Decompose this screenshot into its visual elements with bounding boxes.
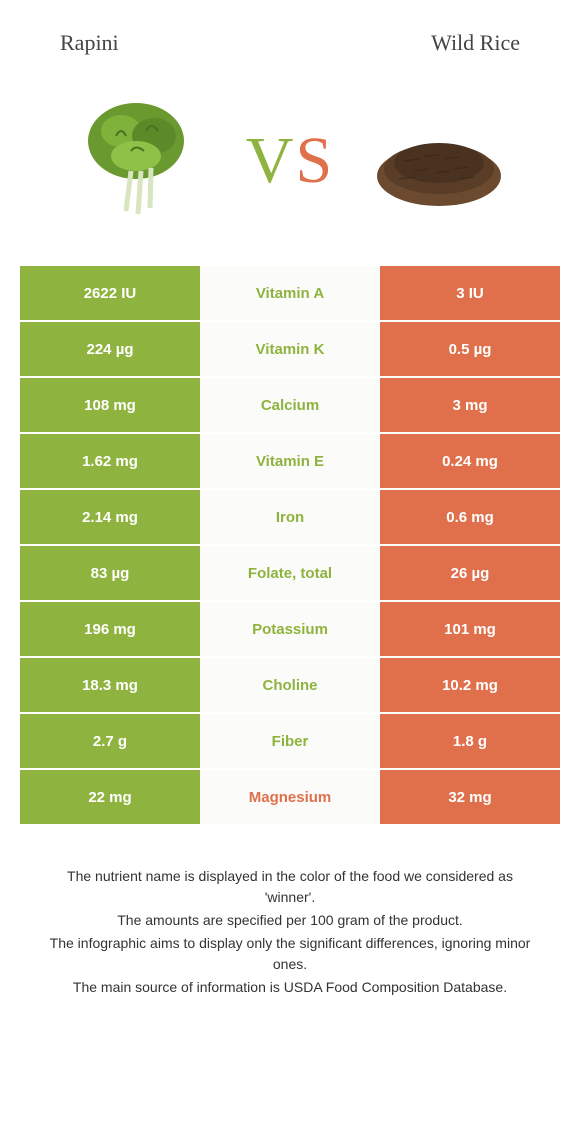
cell-right-value: 3 mg	[380, 378, 560, 432]
cell-nutrient-name: Calcium	[200, 378, 380, 432]
table-row: 2622 IUVitamin A3 IU	[20, 266, 560, 322]
cell-left-value: 2.7 g	[20, 714, 200, 768]
cell-left-value: 2.14 mg	[20, 490, 200, 544]
rapini-icon	[66, 86, 216, 236]
cell-nutrient-name: Potassium	[200, 602, 380, 656]
cell-nutrient-name: Vitamin E	[200, 434, 380, 488]
cell-left-value: 22 mg	[20, 770, 200, 824]
cell-nutrient-name: Vitamin A	[200, 266, 380, 320]
cell-nutrient-name: Fiber	[200, 714, 380, 768]
cell-left-value: 2622 IU	[20, 266, 200, 320]
cell-right-value: 101 mg	[380, 602, 560, 656]
table-row: 108 mgCalcium3 mg	[20, 378, 560, 434]
cell-nutrient-name: Folate, total	[200, 546, 380, 600]
cell-right-value: 0.5 µg	[380, 322, 560, 376]
vs-label: VS	[246, 123, 334, 199]
table-row: 2.14 mgIron0.6 mg	[20, 490, 560, 546]
cell-right-value: 32 mg	[380, 770, 560, 824]
table-row: 196 mgPotassium101 mg	[20, 602, 560, 658]
cell-right-value: 0.6 mg	[380, 490, 560, 544]
cell-left-value: 108 mg	[20, 378, 200, 432]
cell-right-value: 1.8 g	[380, 714, 560, 768]
vs-s: S	[295, 124, 334, 197]
food-title-right: Wild Rice	[431, 30, 520, 56]
food-image-left	[66, 86, 216, 236]
table-row: 1.62 mgVitamin E0.24 mg	[20, 434, 560, 490]
footer-line: The infographic aims to display only the…	[40, 933, 540, 975]
footer-line: The amounts are specified per 100 gram o…	[40, 910, 540, 931]
vs-row: VS	[0, 66, 580, 266]
footer-line: The nutrient name is displayed in the co…	[40, 866, 540, 908]
cell-left-value: 1.62 mg	[20, 434, 200, 488]
cell-right-value: 10.2 mg	[380, 658, 560, 712]
table-row: 2.7 gFiber1.8 g	[20, 714, 560, 770]
cell-right-value: 0.24 mg	[380, 434, 560, 488]
cell-left-value: 196 mg	[20, 602, 200, 656]
cell-nutrient-name: Iron	[200, 490, 380, 544]
cell-nutrient-name: Vitamin K	[200, 322, 380, 376]
cell-left-value: 83 µg	[20, 546, 200, 600]
table-row: 224 µgVitamin K0.5 µg	[20, 322, 560, 378]
wild-rice-icon	[364, 101, 514, 221]
table-row: 18.3 mgCholine10.2 mg	[20, 658, 560, 714]
vs-v: V	[246, 124, 296, 197]
footer-notes: The nutrient name is displayed in the co…	[0, 826, 580, 1020]
cell-left-value: 224 µg	[20, 322, 200, 376]
food-title-left: Rapini	[60, 30, 119, 56]
footer-line: The main source of information is USDA F…	[40, 977, 540, 998]
nutrient-table: 2622 IUVitamin A3 IU224 µgVitamin K0.5 µ…	[20, 266, 560, 826]
cell-nutrient-name: Magnesium	[200, 770, 380, 824]
cell-nutrient-name: Choline	[200, 658, 380, 712]
food-image-right	[364, 86, 514, 236]
table-row: 22 mgMagnesium32 mg	[20, 770, 560, 826]
cell-right-value: 3 IU	[380, 266, 560, 320]
cell-right-value: 26 µg	[380, 546, 560, 600]
cell-left-value: 18.3 mg	[20, 658, 200, 712]
header: Rapini Wild Rice	[0, 0, 580, 66]
table-row: 83 µgFolate, total26 µg	[20, 546, 560, 602]
